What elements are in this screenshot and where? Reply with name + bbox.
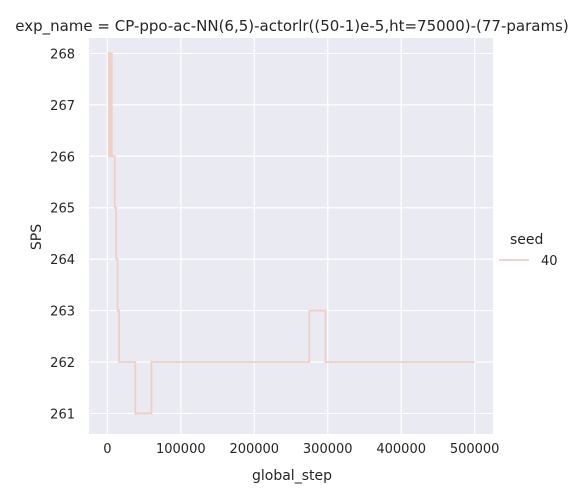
plot-background xyxy=(89,38,493,434)
y-tick-label: 265 xyxy=(50,202,75,217)
x-axis-ticks: 0 100000 200000 300000 400000 500000 xyxy=(103,442,499,457)
x-tick-label: 200000 xyxy=(229,442,279,457)
y-tick-label: 268 xyxy=(50,47,75,62)
y-axis-ticks: 261 262 263 264 265 266 267 268 xyxy=(50,47,75,422)
y-tick-label: 264 xyxy=(50,253,75,268)
y-tick-label: 262 xyxy=(50,356,75,371)
legend-title: seed xyxy=(510,232,543,248)
x-tick-label: 0 xyxy=(103,442,111,457)
x-axis-label: global_step xyxy=(252,468,332,484)
y-tick-label: 261 xyxy=(50,407,75,422)
x-tick-label: 400000 xyxy=(376,442,426,457)
y-tick-label: 266 xyxy=(50,150,75,165)
series-line-40 xyxy=(107,52,475,415)
y-tick-label: 263 xyxy=(50,305,75,320)
x-tick-label: 500000 xyxy=(450,442,500,457)
series-layer xyxy=(107,52,475,415)
legend: seed 40 xyxy=(499,232,558,269)
chart-title: exp_name = CP-ppo-ac-NN(6,5)-actorlr((50… xyxy=(15,17,568,36)
x-tick-label: 100000 xyxy=(156,442,206,457)
grid xyxy=(89,38,493,434)
y-tick-label: 267 xyxy=(50,99,75,114)
x-tick-label: 300000 xyxy=(303,442,353,457)
y-axis-label: SPS xyxy=(29,224,45,250)
legend-label-40: 40 xyxy=(541,254,558,269)
